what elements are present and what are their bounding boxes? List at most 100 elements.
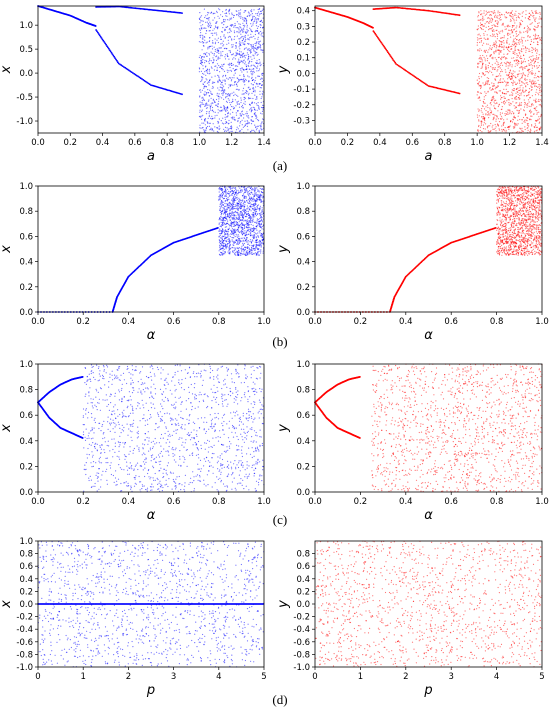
chaos-point — [498, 128, 500, 130]
chaos-point — [224, 226, 226, 228]
chaos-point — [224, 220, 226, 222]
x-tick-label: 1.0 — [193, 138, 207, 148]
chaos-point — [507, 24, 509, 26]
chaos-point — [507, 78, 509, 80]
chaos-point — [515, 106, 517, 108]
chaos-point — [491, 27, 493, 29]
chaos-point — [234, 210, 237, 212]
chaos-point — [508, 29, 510, 31]
chaos-point — [221, 253, 223, 255]
chaos-point — [226, 109, 228, 111]
chaos-point — [242, 90, 244, 92]
chaos-point — [485, 109, 487, 112]
chaos-point — [252, 86, 254, 89]
chaos-point — [507, 84, 509, 86]
chaos-point — [506, 53, 508, 55]
chaos-point — [236, 206, 238, 208]
chaos-point — [204, 16, 206, 19]
chaos-point — [527, 17, 529, 19]
chaos-point — [513, 90, 515, 92]
chaos-point — [216, 55, 218, 57]
chaos-point — [529, 118, 531, 120]
chaos-point — [495, 86, 497, 88]
chaos-point — [222, 247, 224, 249]
chaos-point — [530, 39, 532, 41]
chaos-point — [540, 94, 542, 97]
chaos-point — [224, 129, 226, 131]
chaos-point — [535, 77, 537, 79]
chaos-point — [221, 22, 223, 24]
chaos-point — [209, 23, 212, 25]
chaos-point — [530, 14, 532, 16]
chaos-point — [499, 64, 501, 66]
chaos-point — [249, 250, 251, 252]
chaos-point — [202, 45, 205, 47]
chaos-point — [494, 12, 496, 14]
chaos-point — [239, 31, 241, 33]
chaos-point — [255, 126, 257, 128]
chaos-point — [237, 193, 239, 195]
chaos-point — [235, 208, 237, 210]
chaos-point — [213, 12, 215, 14]
chaos-point — [489, 47, 491, 49]
chaos-point — [261, 191, 263, 194]
chaos-point — [224, 251, 226, 253]
chaos-point — [261, 188, 263, 190]
chaos-point — [261, 225, 263, 228]
chaos-point — [501, 117, 503, 119]
chaos-point — [239, 56, 241, 59]
chaos-point — [259, 65, 261, 67]
chaos-point — [483, 12, 485, 14]
chaos-point — [260, 196, 262, 198]
chaos-point — [530, 23, 532, 25]
chaos-point — [499, 32, 501, 34]
chaos-point — [236, 207, 238, 209]
chaos-point — [208, 52, 210, 55]
chaos-point — [255, 239, 257, 242]
chaos-point — [260, 245, 262, 247]
chaos-point — [235, 216, 237, 219]
chaos-point — [224, 37, 226, 39]
chaos-point — [220, 206, 223, 208]
chaos-point — [489, 102, 491, 104]
chaos-point — [261, 240, 263, 242]
chaos-point — [486, 12, 488, 14]
chaos-point — [517, 15, 519, 17]
chaos-point — [205, 107, 208, 109]
chaos-point — [205, 21, 207, 23]
chaos-point — [493, 35, 495, 37]
chaos-point — [232, 214, 234, 216]
chaos-point — [477, 97, 479, 99]
chaos-point — [226, 197, 228, 200]
chaos-point — [240, 17, 242, 19]
chaos-point — [539, 104, 542, 106]
chaos-point — [217, 37, 219, 39]
x-tick-label: 0.8 — [212, 317, 226, 327]
chaos-point — [253, 70, 255, 72]
chaos-point — [527, 60, 530, 62]
chaos-point — [508, 73, 510, 75]
chaos-point — [230, 54, 233, 56]
chaos-point — [252, 200, 254, 202]
chaos-point — [238, 214, 240, 216]
chaos-point — [216, 92, 218, 94]
chaos-point — [523, 27, 525, 29]
chaos-point — [222, 85, 225, 87]
chaos-point — [255, 200, 257, 202]
chaos-point — [218, 235, 220, 237]
chaos-point — [531, 124, 533, 126]
chaos-point — [508, 63, 510, 65]
chaos-point — [237, 61, 239, 63]
chaos-point — [258, 221, 260, 223]
chaos-point — [231, 187, 233, 189]
chaos-point — [492, 119, 494, 121]
chaos-point — [227, 113, 229, 115]
chaos-point — [537, 35, 540, 37]
chaos-point — [540, 75, 542, 77]
chaos-point — [228, 70, 230, 72]
chaos-point — [208, 112, 210, 114]
chaos-point — [251, 245, 253, 247]
chaos-point — [252, 129, 254, 131]
chaos-point — [203, 27, 205, 29]
chaos-point — [528, 56, 531, 58]
